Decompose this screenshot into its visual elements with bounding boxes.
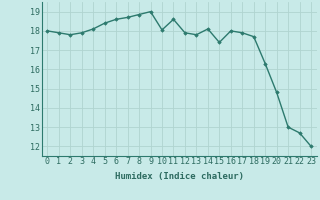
X-axis label: Humidex (Indice chaleur): Humidex (Indice chaleur)	[115, 172, 244, 181]
